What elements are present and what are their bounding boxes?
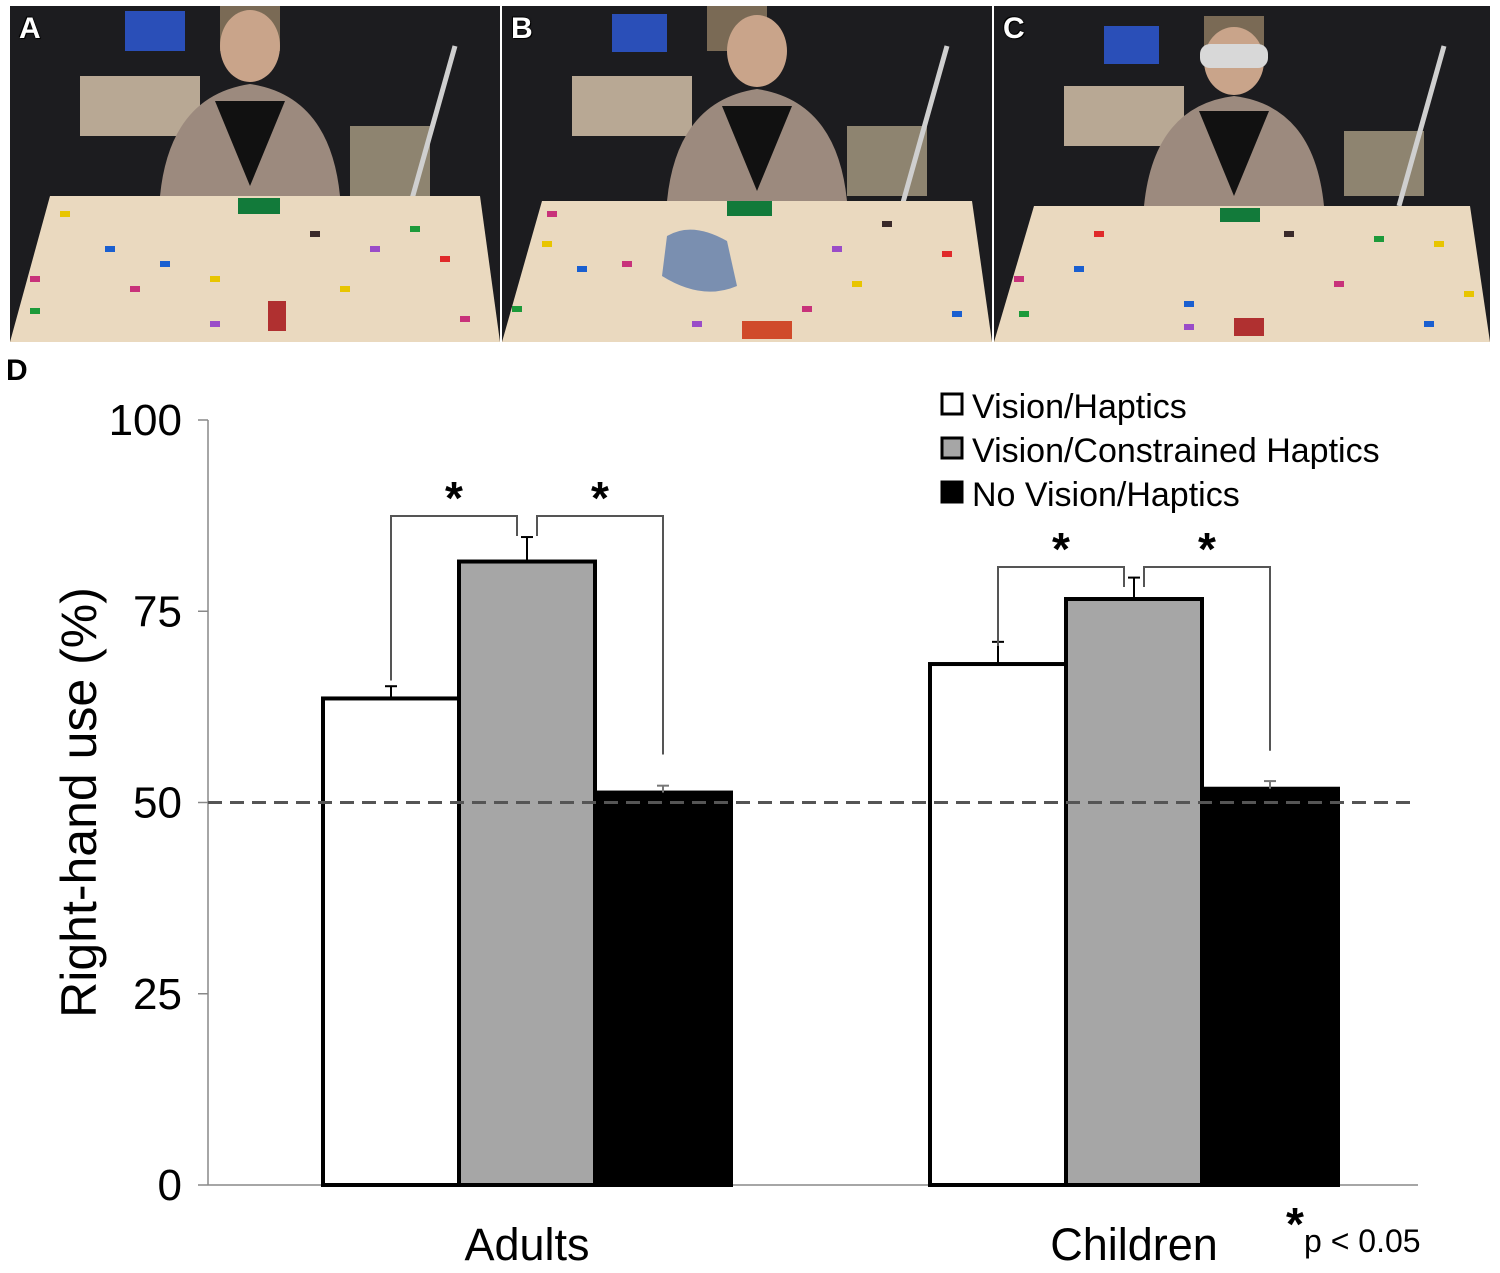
photo-scene-c [994, 6, 1490, 342]
significance-bracket [1143, 566, 1271, 751]
person-head [220, 10, 280, 82]
legend-label: Vision/Constrained Haptics [972, 432, 1380, 470]
panel-label-d: D [6, 354, 28, 387]
legend-label: No Vision/Haptics [972, 476, 1240, 514]
category-label: Children [1050, 1219, 1218, 1270]
y-tick-label: 100 [109, 396, 182, 445]
bar [457, 559, 597, 1187]
legend-swatch [940, 392, 964, 416]
photo-panel-b: B [502, 6, 992, 342]
y-tick-label: 50 [133, 779, 182, 828]
bar [593, 790, 733, 1187]
monitor-image [125, 11, 185, 51]
photo-scene-a [10, 6, 500, 342]
blindfold [1200, 44, 1268, 68]
y-tick-label: 75 [133, 587, 182, 636]
panel-label-c: C [1003, 12, 1025, 45]
significance-star: * [1052, 523, 1070, 575]
photo-panel-a: A [10, 6, 500, 342]
scattered-blocks [1014, 231, 1474, 330]
annotation-text: p < 0.05 [1304, 1223, 1421, 1259]
y-axis-title: Right-hand use (%) [51, 587, 107, 1018]
table-surface [994, 206, 1490, 342]
scattered-blocks [30, 211, 470, 327]
y-tick-label: 25 [133, 970, 182, 1019]
bar [1064, 597, 1204, 1187]
scattered-blocks [512, 211, 962, 327]
panel-label-b: B [511, 12, 533, 45]
significance-star: * [1198, 523, 1216, 575]
annotation-star: * [1286, 1198, 1304, 1250]
table-surface [10, 196, 500, 342]
person-head [727, 15, 787, 87]
significance-bracket [997, 566, 1125, 647]
category-label: Adults [464, 1219, 589, 1270]
legend-swatch [940, 436, 964, 460]
gloved-hand [662, 229, 737, 292]
significance-star: * [445, 472, 463, 524]
significance-bracket [536, 515, 664, 755]
photo-panel-c: C [994, 6, 1490, 342]
bar [1200, 786, 1340, 1187]
legend-swatch [940, 480, 964, 504]
photo-scene-b [502, 6, 992, 342]
bar [928, 662, 1068, 1187]
significance-bracket [390, 515, 518, 681]
table-surface [502, 201, 992, 342]
legend-label: Vision/Haptics [972, 388, 1187, 426]
panel-label-a: A [19, 12, 41, 45]
y-tick-label: 0 [158, 1161, 182, 1210]
significance-star: * [591, 472, 609, 524]
bar [321, 696, 461, 1188]
